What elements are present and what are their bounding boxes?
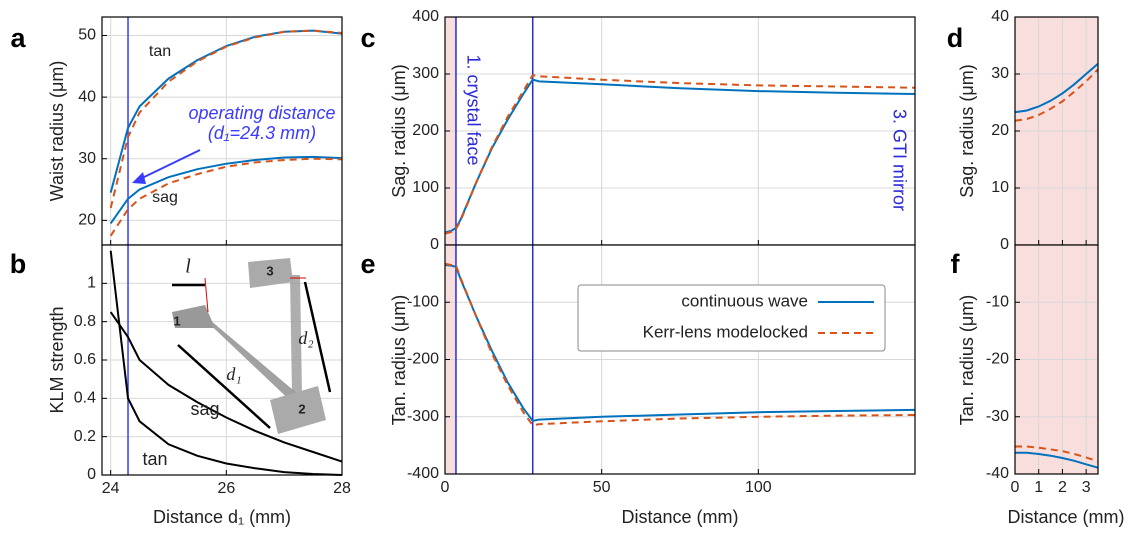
arrow [177, 344, 271, 429]
y-tick-label: 400 [412, 8, 439, 25]
series-line [1015, 445, 1099, 463]
panel-label: c [360, 23, 375, 53]
y-tick-label: 300 [412, 65, 439, 82]
series-line [109, 157, 343, 237]
x-axis-label: Distance d₁ (mm) [153, 507, 291, 527]
arrow-head [132, 172, 146, 184]
x-tick-label: 0 [1011, 479, 1020, 496]
series-line [109, 155, 343, 224]
y-axis-label: KLM strength [47, 306, 67, 413]
annotation: 1 [173, 313, 180, 328]
y-tick-label: 0 [430, 236, 439, 253]
mirror-3 [248, 258, 293, 288]
series-line [1015, 451, 1099, 469]
panel-label: b [10, 249, 27, 279]
annotation: sag [190, 399, 219, 419]
x-tick-label: 0 [441, 479, 450, 496]
y-axis-label: Sag. radius (μm) [389, 64, 409, 197]
guide [204, 277, 209, 313]
y-tick-label: -20 [986, 351, 1009, 368]
panel-label: d [947, 23, 964, 53]
annotation: 3. GTI mirror [889, 109, 909, 211]
x-tick-label: 2 [1058, 479, 1067, 496]
x-tick-label: 1 [1034, 479, 1043, 496]
y-tick-label: -10 [986, 293, 1009, 310]
annotation: 3 [266, 263, 273, 278]
panel-label: a [10, 23, 26, 53]
x-tick-label: 50 [593, 479, 611, 496]
y-tick-label: 1 [87, 275, 96, 292]
series-line [109, 29, 343, 209]
y-tick-label: 20 [78, 212, 96, 229]
y-tick-label: -30 [986, 408, 1009, 425]
series-line [109, 250, 343, 476]
y-tick-label: 0.4 [74, 390, 96, 407]
y-axis-label: Tan. radius (μm) [389, 295, 409, 425]
panel-label: f [951, 249, 961, 279]
series-line [1014, 68, 1099, 122]
x-tick-label: 100 [745, 479, 772, 496]
x-tick-label: 28 [333, 480, 351, 497]
annotation: 1. crystal face [463, 54, 483, 165]
y-tick-label: 0 [1000, 236, 1009, 253]
y-tick-label: 0.2 [74, 428, 96, 445]
annotation: d₂ [298, 328, 313, 348]
series-line [109, 311, 343, 463]
y-axis-label: Sag. radius (μm) [957, 64, 977, 197]
plot-frame [101, 244, 343, 476]
y-tick-label: -100 [407, 293, 439, 310]
y-tick-label: 10 [991, 179, 1009, 196]
y-axis-label: Tan. radius (μm) [957, 295, 977, 425]
y-tick-label: 50 [78, 27, 96, 44]
y-tick-label: -300 [407, 408, 439, 425]
y-tick-label: 40 [991, 8, 1009, 25]
y-tick-label: 0.6 [74, 351, 96, 368]
annotation: tan [149, 43, 171, 60]
series-line [444, 73, 916, 235]
y-tick-label: -200 [407, 351, 439, 368]
plot-frame [444, 244, 916, 475]
legend-box [577, 284, 886, 352]
y-tick-label: 30 [991, 65, 1009, 82]
annotation: l [185, 256, 191, 278]
cavity-diagram [172, 258, 332, 434]
panel-label: e [360, 249, 375, 279]
y-axis-label: Waist radius (μm) [47, 61, 67, 202]
x-tick-label: 24 [102, 480, 120, 497]
y-tick-label: -40 [986, 465, 1009, 482]
y-tick-label: 40 [78, 88, 96, 105]
series-line [1014, 62, 1099, 114]
annotation: (d₁=24.3 mm) [208, 123, 316, 143]
series-line [444, 262, 916, 427]
y-tick-label: 0.8 [74, 313, 96, 330]
y-tick-label: 20 [991, 122, 1009, 139]
mirror-1 [172, 305, 215, 328]
annotation: tan [142, 449, 167, 469]
x-tick-label: 26 [217, 480, 235, 497]
y-tick-label: 100 [412, 179, 439, 196]
legend-label: continuous wave [681, 291, 808, 310]
plot-frame [1014, 244, 1099, 475]
x-tick-label: 3 [1082, 479, 1091, 496]
plot-background [102, 17, 342, 245]
beam [200, 315, 305, 408]
x-axis-label: Distance (mm) [621, 507, 738, 527]
annotation: 2 [298, 401, 305, 416]
mirror-2 [270, 386, 326, 434]
annotation: d₁ [226, 364, 241, 384]
y-tick-label: 30 [78, 150, 96, 167]
y-tick-label: 200 [412, 122, 439, 139]
y-tick-label: -400 [407, 465, 439, 482]
beam [290, 275, 302, 395]
x-axis-label: Distance (mm) [1007, 507, 1124, 527]
annotation-arrow [137, 149, 201, 181]
y-tick-label: 0 [87, 466, 96, 483]
annotation: operating distance [188, 103, 335, 123]
legend-label: Kerr-lens modelocked [643, 322, 808, 341]
arrow [303, 281, 332, 393]
annotation: sag [152, 189, 178, 206]
